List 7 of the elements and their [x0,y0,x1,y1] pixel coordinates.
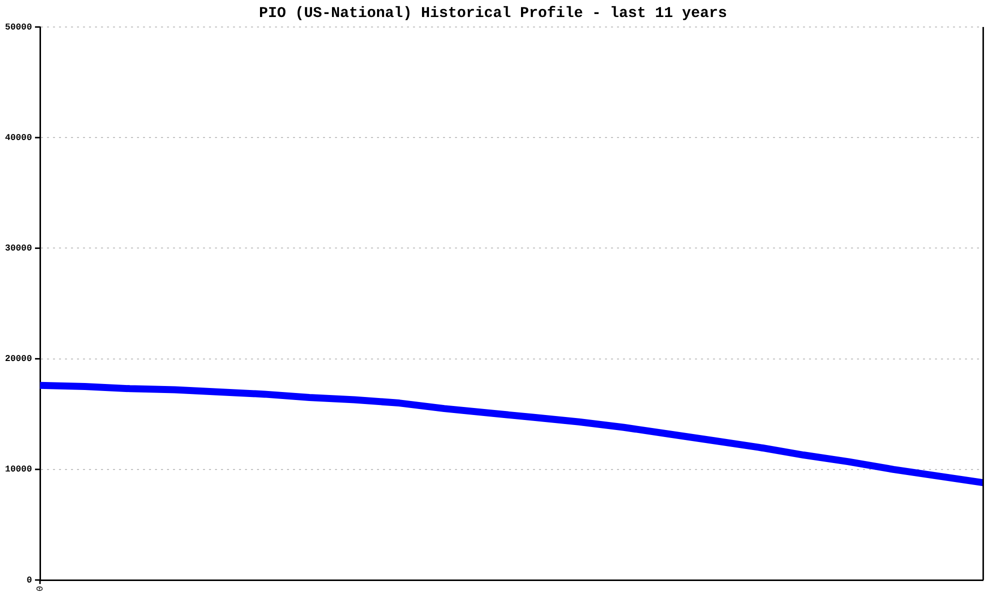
y-tick-label: 10000 [4,464,32,475]
y-tick-label: 50000 [4,22,32,32]
y-tick-label: 40000 [4,132,32,143]
y-tick-label: 0 [26,575,32,586]
chart-title: PIO (US-National) Historical Profile - last 11 years [258,4,728,22]
y-tick-label: 20000 [4,354,32,364]
y-tick-label: 30000 [4,243,32,254]
